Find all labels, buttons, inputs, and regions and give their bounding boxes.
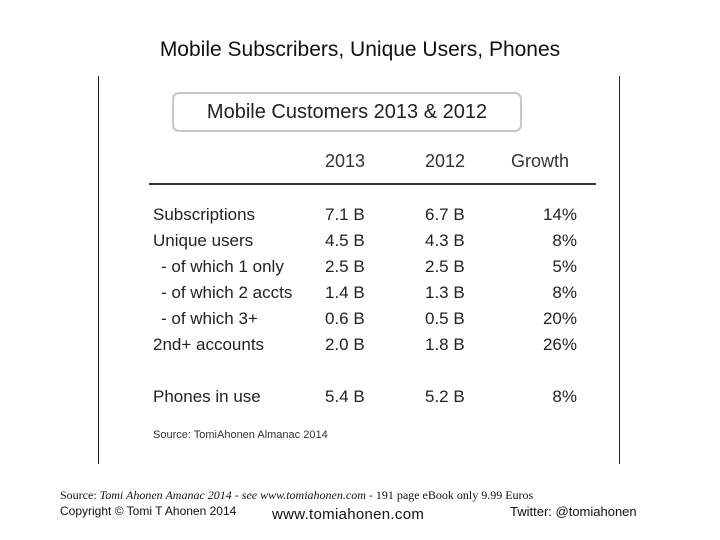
row-label: 2nd+ accounts	[153, 335, 265, 354]
value-2013: 2.5 B	[325, 257, 365, 276]
column-header-2013: 2013	[325, 151, 366, 171]
table-row-phones: Phones in use 5.4 B 5.2 B 8%	[99, 387, 619, 413]
footer-twitter-handle[interactable]: Twitter: @tomiahonen	[510, 504, 637, 519]
table-row-subscriptions: Subscriptions 7.1 B 6.7 B 14%	[99, 205, 619, 231]
table-row-2nd-accounts: 2nd+ accounts 2.0 B 1.8 B 26%	[99, 335, 619, 361]
row-label: Subscriptions	[153, 205, 256, 224]
table-panel: Mobile Customers 2013 & 2012 2013 2012 G…	[98, 76, 620, 464]
column-header-growth: Growth	[511, 151, 570, 171]
footer-source-text: Tomi Ahonen Amanac 2014 - see www.tomiah…	[99, 488, 366, 502]
value-2012: 5.2 B	[425, 387, 465, 406]
value-2013: 1.4 B	[325, 283, 365, 302]
slide-title: Mobile Subscribers, Unique Users, Phones	[159, 38, 561, 61]
table-title: Mobile Customers 2013 & 2012	[172, 92, 522, 132]
growth-value: 8%	[552, 283, 577, 302]
row-label: Unique users	[153, 231, 254, 250]
table-source-note: Source: TomiAhonen Almanac 2014	[153, 429, 328, 441]
column-header-2012: 2012	[425, 151, 466, 171]
footer-copyright: Copyright © Tomi T Ahonen 2014	[60, 504, 237, 518]
table-row-unique-users: Unique users 4.5 B 4.3 B 8%	[99, 231, 619, 257]
value-2012: 1.3 B	[425, 283, 465, 302]
table-row-3-plus: - of which 3+ 0.6 B 0.5 B 20%	[99, 309, 619, 335]
footer-website-link[interactable]: www.tomiahonen.com	[272, 506, 425, 523]
value-2013: 0.6 B	[325, 309, 365, 328]
table-row-1-only: - of which 1 only 2.5 B 2.5 B 5%	[99, 257, 619, 283]
growth-value: 8%	[552, 387, 577, 406]
growth-value: 5%	[552, 257, 577, 276]
value-2012: 0.5 B	[425, 309, 465, 328]
value-2012: 2.5 B	[425, 257, 465, 276]
value-2013: 5.4 B	[325, 387, 365, 406]
value-2012: 1.8 B	[425, 335, 465, 354]
value-2013: 4.5 B	[325, 231, 365, 250]
growth-value: 20%	[542, 309, 577, 328]
footer-source-label: Source:	[60, 488, 97, 502]
table-row-2-accts: - of which 2 accts 1.4 B 1.3 B 8%	[99, 283, 619, 309]
footer-source: Source: Tomi Ahonen Amanac 2014 - see ww…	[60, 488, 533, 503]
row-label: - of which 1 only	[161, 257, 284, 276]
value-2012: 4.3 B	[425, 231, 465, 250]
value-2013: 7.1 B	[325, 205, 365, 224]
growth-value: 8%	[552, 231, 577, 250]
growth-value: 14%	[542, 205, 577, 224]
growth-value: 26%	[542, 335, 577, 354]
row-label: - of which 2 accts	[161, 283, 293, 302]
value-2013: 2.0 B	[325, 335, 365, 354]
header-divider	[149, 183, 596, 185]
row-label: - of which 3+	[161, 309, 258, 328]
footer-source-tail: - 191 page eBook only 9.99 Euros	[368, 488, 534, 502]
value-2012: 6.7 B	[425, 205, 465, 224]
row-label: Phones in use	[153, 387, 261, 406]
